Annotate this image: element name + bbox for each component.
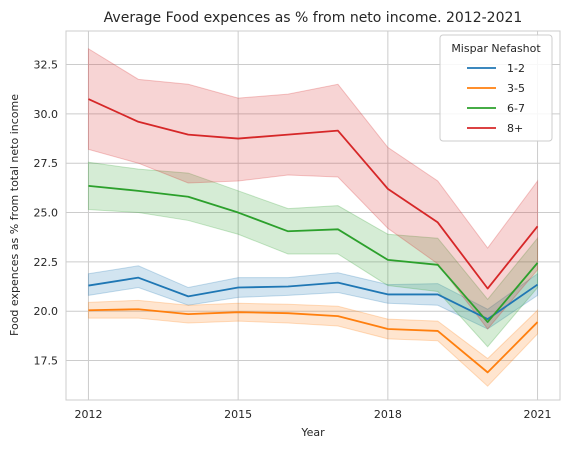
- y-tick-label: 22.5: [34, 256, 59, 269]
- band-6-7: [87, 161, 539, 348]
- chart-title: Average Food expences as % from neto inc…: [104, 10, 523, 26]
- series-lines: [88, 98, 539, 374]
- legend: Mispar Nefashot 1-2 3-5 6-7 8+: [439, 34, 553, 142]
- y-tick-label: 32.5: [34, 59, 59, 72]
- series-line-3-5: [88, 308, 539, 374]
- legend-entry: 6-7: [507, 102, 525, 115]
- series-line-6-7: [88, 185, 539, 323]
- y-tick-label: 17.5: [34, 355, 59, 368]
- plot-frame: [65, 30, 561, 401]
- x-axis-ticks: 2012 2015 2018 2021: [74, 408, 551, 421]
- band-8+: [87, 47, 539, 330]
- legend-entry: 3-5: [507, 82, 525, 95]
- legend-entry: 8+: [507, 122, 523, 135]
- x-tick-label: 2015: [224, 408, 252, 421]
- series-line-1-2: [88, 276, 539, 320]
- x-tick-label: 2018: [374, 408, 402, 421]
- x-axis-label: Year: [300, 426, 325, 439]
- legend-entry: 1-2: [507, 62, 525, 75]
- confidence-bands: [87, 47, 539, 387]
- y-tick-label: 25.0: [34, 207, 59, 220]
- x-tick-label: 2012: [74, 408, 102, 421]
- x-tick-label: 2021: [524, 408, 552, 421]
- y-axis-ticks: 17.5 20.0 22.5 25.0 27.5 30.0 32.5: [34, 59, 59, 368]
- series-line-8+: [88, 98, 539, 290]
- y-tick-label: 27.5: [34, 157, 59, 170]
- band-1-2: [87, 265, 539, 330]
- y-tick-label: 30.0: [34, 108, 59, 121]
- band-3-5: [87, 299, 539, 387]
- legend-title: Mispar Nefashot: [451, 42, 541, 55]
- y-axis-label: Food expences as % from total neto incom…: [8, 94, 21, 336]
- y-tick-label: 20.0: [34, 305, 59, 318]
